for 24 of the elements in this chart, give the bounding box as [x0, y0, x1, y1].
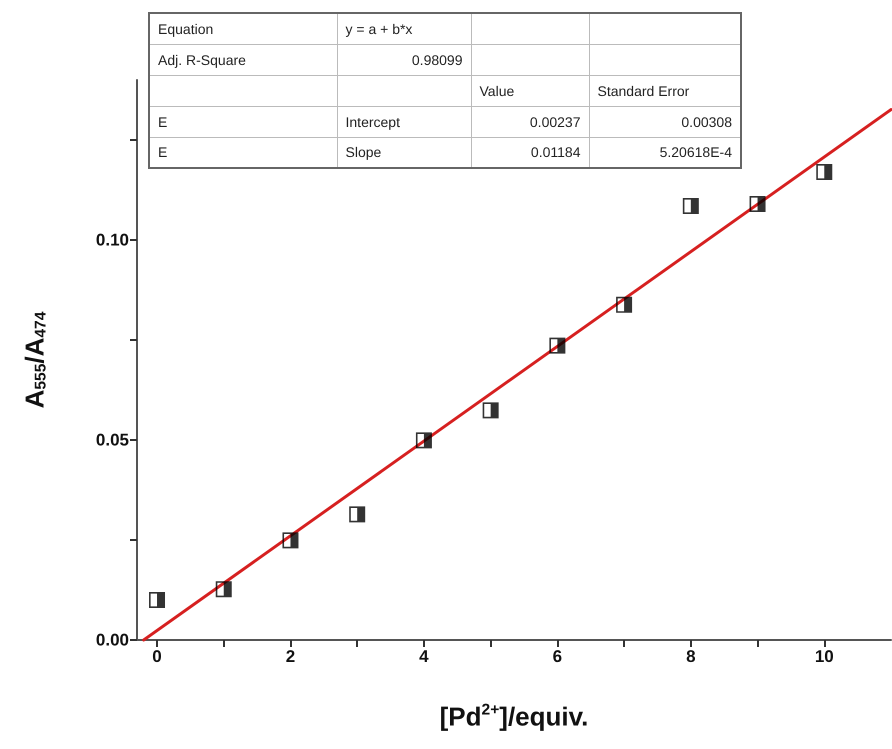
annotation: Standard Error — [589, 75, 741, 106]
annotation: E — [149, 106, 337, 137]
x-tick-label: 8 — [686, 647, 696, 666]
x-tick-label: 4 — [419, 647, 430, 666]
annotation: 0.00308 — [589, 106, 741, 137]
annotation: E — [149, 137, 337, 168]
y-tick-label: 0.00 — [96, 630, 129, 650]
annotation: Intercept — [337, 106, 471, 137]
annotation: 5.20618E-4 — [589, 137, 741, 168]
text: Adj. R-Square — [158, 52, 246, 68]
x-tick-label: 2 — [286, 647, 296, 666]
text: Equation — [158, 20, 214, 37]
x-tick-label: 10 — [814, 647, 834, 666]
annotation: 0.01184 — [471, 137, 589, 168]
text: y = a + b*x — [346, 20, 412, 37]
annotation: Slope — [337, 137, 471, 168]
text: 0.98099 — [412, 52, 462, 68]
annotation: Value — [471, 75, 589, 106]
annotation: 0.00237 — [471, 106, 589, 137]
y-axis-title: A555/A474 — [20, 311, 50, 408]
x-tick-label: 0 — [152, 647, 162, 666]
y-tick-label: 0.10 — [96, 230, 129, 250]
y-tick-label: 0.05 — [96, 430, 129, 450]
x-tick-label: 6 — [552, 647, 562, 666]
